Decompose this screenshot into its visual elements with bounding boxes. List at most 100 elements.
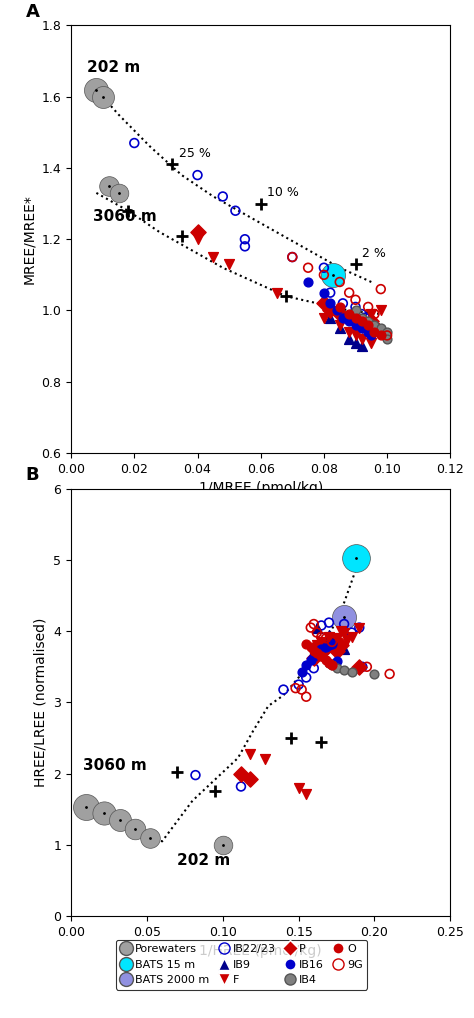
Text: 25 %: 25 %	[179, 148, 210, 160]
Point	[329, 267, 337, 283]
Point	[298, 681, 305, 697]
Point	[367, 314, 375, 330]
Point	[377, 320, 384, 336]
Point	[310, 641, 318, 658]
Point	[116, 812, 123, 829]
Point	[310, 643, 318, 660]
Y-axis label: HREE/LREE (normalised): HREE/LREE (normalised)	[34, 618, 48, 787]
Point	[356, 619, 363, 635]
Point	[318, 633, 325, 651]
Point	[367, 328, 375, 344]
Point	[115, 185, 122, 202]
Point	[82, 799, 90, 815]
Point	[346, 284, 353, 301]
Point	[367, 314, 375, 330]
Point	[346, 314, 353, 330]
Point	[320, 284, 328, 301]
Point	[337, 637, 345, 654]
Point	[322, 638, 330, 655]
Point	[191, 767, 199, 783]
Point	[241, 238, 249, 254]
Point	[295, 677, 302, 693]
Point	[383, 324, 391, 340]
Point	[340, 641, 348, 658]
Point	[327, 295, 334, 312]
Point	[310, 616, 318, 632]
Point	[307, 619, 315, 635]
Point	[289, 249, 296, 266]
Point	[194, 231, 201, 247]
Point	[318, 617, 325, 633]
Point	[371, 324, 378, 340]
Point	[361, 309, 369, 326]
Point	[358, 320, 365, 336]
Point	[313, 644, 320, 661]
Point	[365, 299, 372, 316]
X-axis label: 1/HREE (pmol/kg): 1/HREE (pmol/kg)	[200, 945, 322, 959]
Point	[371, 317, 378, 333]
Point	[333, 302, 340, 319]
Point	[313, 624, 320, 640]
Point	[225, 257, 233, 273]
Point	[325, 637, 333, 654]
Point	[313, 644, 320, 661]
Point	[310, 660, 318, 676]
Point	[358, 317, 365, 333]
Text: 3060 m: 3060 m	[93, 210, 157, 224]
Point	[328, 658, 336, 674]
Legend: Porewaters, BATS 15 m, BATS 2000 m, IB22/23, IB9, F, P, IB16, IB4, O, 9G: Porewaters, BATS 15 m, BATS 2000 m, IB22…	[116, 940, 367, 989]
Point	[320, 295, 328, 312]
Point	[298, 665, 305, 681]
Point	[336, 305, 344, 322]
Point	[340, 624, 348, 640]
Point	[327, 302, 334, 319]
Point	[358, 659, 366, 675]
Point	[302, 688, 310, 704]
Point	[318, 648, 325, 665]
Point	[352, 302, 359, 319]
Point	[246, 772, 254, 788]
Point	[352, 309, 359, 326]
Point	[352, 334, 359, 350]
Text: 10 %: 10 %	[267, 186, 299, 200]
Point	[363, 659, 371, 675]
Point	[367, 334, 375, 350]
Point	[352, 328, 359, 344]
Point	[328, 636, 336, 653]
Point	[333, 660, 340, 676]
Point	[194, 167, 201, 183]
Point	[219, 188, 227, 205]
Point	[371, 320, 378, 336]
Point	[377, 302, 384, 319]
Point	[336, 274, 344, 290]
Point	[358, 314, 365, 330]
Point	[105, 177, 113, 193]
Point	[333, 630, 340, 646]
Text: 2 %: 2 %	[362, 247, 386, 260]
Point	[320, 260, 328, 276]
Point	[280, 681, 287, 697]
Point	[356, 659, 363, 675]
Point	[352, 314, 359, 330]
Point	[383, 331, 391, 347]
Point	[237, 779, 245, 795]
Point	[336, 299, 344, 316]
Point	[310, 651, 318, 667]
Point	[289, 249, 296, 266]
Point	[365, 314, 372, 330]
Point	[99, 89, 107, 105]
Point	[146, 830, 154, 846]
Point	[295, 780, 302, 796]
Point	[302, 670, 310, 686]
Point	[340, 616, 348, 632]
Point	[325, 615, 333, 631]
Point	[302, 636, 310, 653]
Point	[333, 633, 340, 651]
Point	[194, 224, 201, 240]
Point	[219, 837, 227, 853]
Point	[130, 135, 138, 152]
Y-axis label: MREE/MREE*: MREE/MREE*	[22, 194, 36, 284]
Point	[358, 338, 365, 354]
Text: 202 m: 202 m	[87, 60, 140, 74]
Point	[365, 324, 372, 340]
